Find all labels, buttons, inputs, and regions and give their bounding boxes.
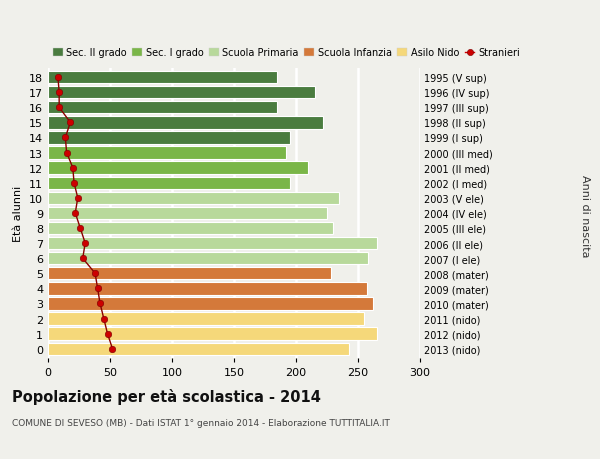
Bar [48, 297, 373, 310]
Bar [48, 177, 290, 190]
Point [95, 300, 105, 308]
Bar [48, 283, 367, 295]
Bar [48, 102, 277, 114]
Point [65, 119, 75, 127]
Bar [48, 222, 333, 235]
Point [53, 74, 63, 82]
Point [70, 210, 80, 217]
Point [103, 330, 112, 338]
Legend: Sec. II grado, Sec. I grado, Scuola Primaria, Scuola Infanzia, Asilo Nido, Stran: Sec. II grado, Sec. I grado, Scuola Prim… [53, 48, 520, 58]
Bar [48, 147, 286, 159]
Point [107, 345, 117, 353]
Point [69, 179, 79, 187]
Point [91, 270, 100, 277]
Point [61, 134, 70, 142]
Bar [48, 162, 308, 174]
Point [99, 315, 109, 323]
Bar [48, 328, 377, 340]
Point [55, 89, 64, 96]
Text: Popolazione per età scolastica - 2014: Popolazione per età scolastica - 2014 [12, 388, 321, 404]
Bar [48, 192, 340, 205]
Point [80, 240, 90, 247]
Bar [48, 252, 368, 265]
Y-axis label: Età alunni: Età alunni [13, 185, 23, 241]
Bar [48, 313, 364, 325]
Bar [48, 237, 377, 250]
Bar [48, 72, 277, 84]
Text: COMUNE DI SEVESO (MB) - Dati ISTAT 1° gennaio 2014 - Elaborazione TUTTITALIA.IT: COMUNE DI SEVESO (MB) - Dati ISTAT 1° ge… [12, 418, 390, 427]
Point [68, 165, 77, 172]
Bar [48, 207, 327, 219]
Point [76, 225, 85, 232]
Point [73, 195, 83, 202]
Text: Anni di nascita: Anni di nascita [580, 174, 590, 257]
Bar [48, 268, 331, 280]
Bar [48, 87, 314, 99]
Point [62, 150, 71, 157]
Bar [48, 132, 290, 144]
Point [78, 255, 88, 262]
Bar [48, 117, 323, 129]
Bar [48, 343, 349, 355]
Point [93, 285, 103, 292]
Point [55, 104, 64, 112]
